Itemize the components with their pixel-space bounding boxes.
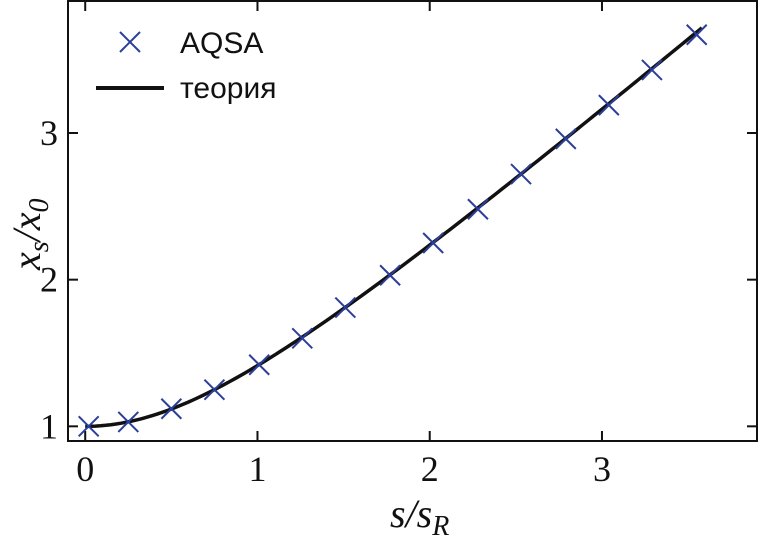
aqsa-data-point bbox=[510, 163, 532, 185]
aqsa-markers bbox=[77, 24, 708, 438]
aqsa-data-point bbox=[160, 398, 183, 420]
aqsa-data-point bbox=[467, 198, 489, 220]
x-tick-label: 3 bbox=[593, 449, 611, 489]
y-tick-label: 1 bbox=[40, 406, 58, 446]
legend-x-marker bbox=[119, 31, 141, 53]
legend: AQSA теория bbox=[96, 27, 276, 105]
aqsa-data-point bbox=[422, 232, 444, 254]
aqsa-data-point bbox=[77, 415, 100, 438]
x-tick-label: 2 bbox=[421, 449, 439, 489]
x-tick-label: 0 bbox=[76, 449, 94, 489]
y-axis-label: xs/x0 bbox=[4, 198, 55, 271]
aqsa-data-point bbox=[203, 378, 226, 401]
aqsa-data-point bbox=[555, 128, 577, 150]
y-axis-ticks: 1 2 3 bbox=[40, 113, 757, 446]
aqsa-data-point bbox=[686, 24, 708, 46]
legend-aqsa-label: AQSA bbox=[180, 27, 263, 60]
y-tick-label: 2 bbox=[40, 260, 58, 300]
legend-aqsa-marker bbox=[119, 31, 141, 53]
legend-theory-label: теория bbox=[180, 72, 276, 105]
aqsa-data-point bbox=[334, 296, 357, 319]
plot-frame bbox=[67, 0, 758, 442]
x-axis-label: s/sR bbox=[390, 491, 449, 542]
aqsa-data-point bbox=[379, 264, 401, 286]
x-tick-label: 1 bbox=[248, 449, 266, 489]
aqsa-data-point bbox=[598, 94, 620, 116]
theory-line bbox=[85, 26, 703, 429]
aqsa-data-point bbox=[291, 327, 313, 350]
aqsa-data-point bbox=[641, 59, 663, 81]
aqsa-data-point bbox=[117, 411, 139, 433]
y-tick-label: 3 bbox=[40, 113, 58, 153]
x-axis-ticks: 0 1 2 3 bbox=[76, 1, 611, 489]
aqsa-data-point bbox=[248, 354, 270, 376]
